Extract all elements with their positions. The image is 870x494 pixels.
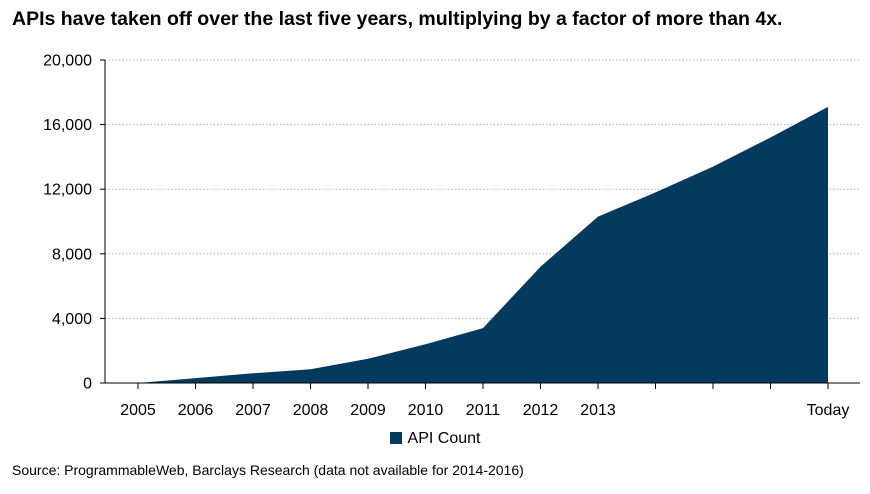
x-axis-ticks: 2005 2006 2007 2008 2009 2010 2011 2012 2013 Toda… xyxy=(120,383,849,419)
x-tick-label: 2005 xyxy=(120,402,156,419)
x-tick-label: 2010 xyxy=(408,402,444,419)
x-tick-label: 2009 xyxy=(350,402,386,419)
chart-title: APIs have taken off over the last five y… xyxy=(12,8,783,30)
x-tick-label: 2007 xyxy=(235,402,271,419)
y-tick-label: 4,000 xyxy=(52,311,92,328)
x-tick-label: 2011 xyxy=(466,402,501,419)
y-tick-label: 0 xyxy=(83,376,92,393)
y-tick-label: 8,000 xyxy=(52,246,92,263)
x-tick-label: 2013 xyxy=(580,402,616,419)
area-fill xyxy=(138,106,828,384)
source-note: Source: ProgrammableWeb, Barclays Resear… xyxy=(12,462,524,478)
y-tick-label: 20,000 xyxy=(43,53,92,70)
y-tick-label: 16,000 xyxy=(43,117,92,134)
y-axis-ticks: 0 4,000 8,000 12,000 16,000 20,000 xyxy=(43,53,105,393)
x-tick-label: Today xyxy=(807,402,850,419)
y-tick-label: 12,000 xyxy=(43,182,92,199)
legend-swatch xyxy=(389,432,402,444)
x-tick-label: 2008 xyxy=(293,402,329,419)
legend-label: API Count xyxy=(407,430,481,447)
x-tick-label: 2012 xyxy=(523,402,559,419)
x-tick-label: 2006 xyxy=(178,402,214,419)
legend: API Count xyxy=(0,430,870,448)
area-series xyxy=(137,106,829,384)
